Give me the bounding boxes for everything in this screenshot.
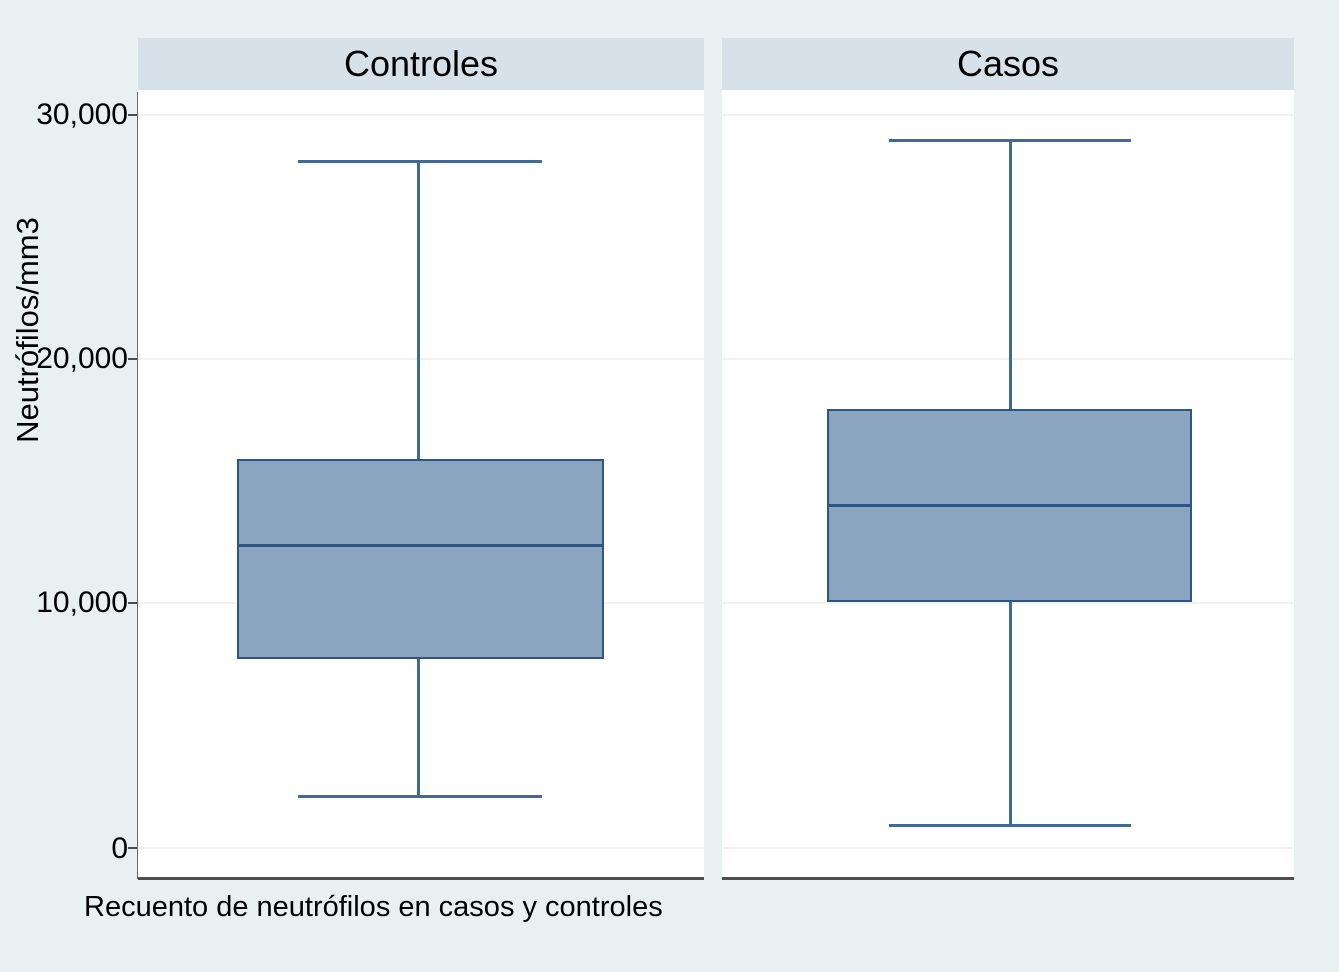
panel-title-casos: Casos [956, 43, 1060, 84]
whisker-stem-upper-casos [1009, 139, 1012, 410]
x-axis-line-controles [138, 877, 704, 880]
gridline-30000 [138, 114, 704, 116]
y-tick-label-20000: 20,000 [36, 342, 128, 375]
y-axis-tick-group: 30,000 20,000 10,000 0 [0, 0, 138, 972]
gridline-20000 [138, 358, 704, 360]
whisker-stem-lower-casos [1009, 602, 1012, 826]
plot-area-controles [138, 90, 704, 877]
whisker-cap-upper-casos [889, 139, 1131, 142]
y-tick-label-0: 0 [111, 832, 128, 865]
median-line-casos [827, 504, 1192, 507]
gridline-0 [138, 847, 704, 849]
y-tick-mark-20000 [128, 358, 138, 360]
gridline-20000 [722, 358, 1294, 360]
x-axis-line-casos [722, 877, 1294, 880]
whisker-stem-upper-controles [417, 160, 420, 460]
gridline-30000 [722, 114, 1294, 116]
plot-area-casos [722, 90, 1294, 877]
y-tick-mark-0 [128, 847, 138, 849]
y-tick-label-10000: 10,000 [36, 586, 128, 619]
panel-title-controles: Controles [343, 43, 499, 84]
y-tick-mark-30000 [128, 114, 138, 116]
y-tick-label-30000: 30,000 [36, 98, 128, 131]
whisker-stem-lower-controles [417, 659, 420, 797]
whisker-cap-lower-controles [298, 795, 542, 798]
panel-header-casos: Casos [722, 38, 1294, 90]
box-controles [237, 459, 604, 659]
chart-caption: Recuento de neutrófilos en casos y contr… [84, 891, 663, 923]
panel-header-controles: Controles [138, 38, 704, 90]
median-line-controles [237, 544, 604, 547]
whisker-cap-lower-casos [889, 824, 1131, 827]
gridline-0 [722, 847, 1294, 849]
whisker-cap-upper-controles [298, 160, 542, 163]
y-tick-mark-10000 [128, 602, 138, 604]
gridline-10000 [722, 602, 1294, 604]
